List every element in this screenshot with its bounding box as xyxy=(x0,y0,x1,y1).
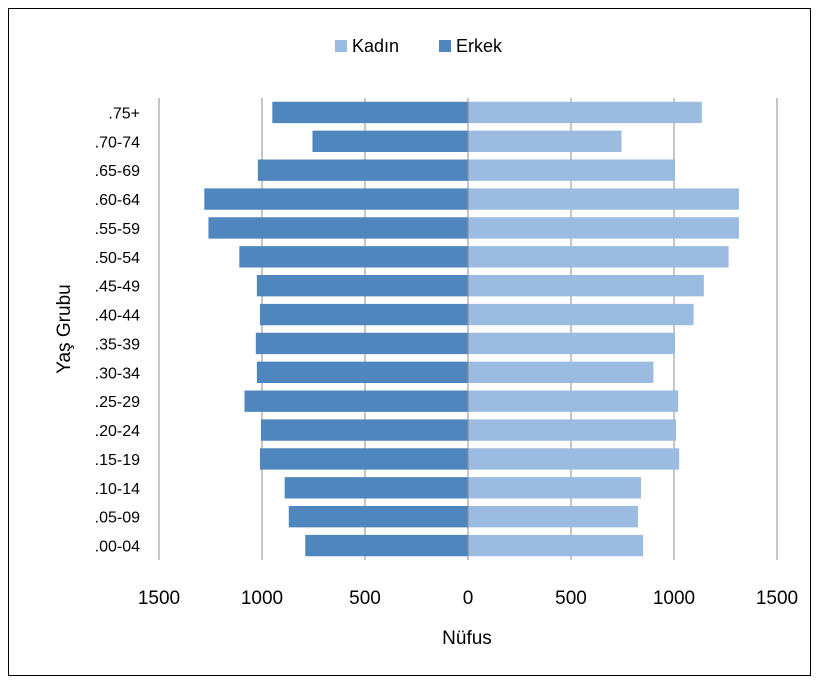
legend-swatch xyxy=(439,40,451,52)
y-tick-label: .60-64 xyxy=(95,192,140,209)
axes: .00-04 .05-09 .10-14 .15-19 .20-24 .25-29 .30-… xyxy=(95,98,798,609)
x-tick-label: 500 xyxy=(555,588,587,609)
y-tick-label: .70-74 xyxy=(95,134,140,151)
y-tick-label: .00-04 xyxy=(95,539,140,556)
y-tick-label: .45-49 xyxy=(95,279,140,296)
bar-erkek xyxy=(208,217,468,239)
x-tick-label: 1500 xyxy=(756,588,798,609)
bar-kad-n xyxy=(468,361,654,383)
bar-kad-n xyxy=(468,390,679,412)
legend: Kadın Erkek xyxy=(335,36,503,56)
bar-kad-n xyxy=(468,506,638,528)
bar-erkek xyxy=(255,332,468,355)
bar-erkek xyxy=(305,534,468,557)
y-tick-label: .65-69 xyxy=(95,163,140,180)
bar-kad-n xyxy=(468,217,739,239)
bar-erkek xyxy=(204,188,468,210)
y-tick-label: .50-54 xyxy=(95,250,140,267)
bar-erkek xyxy=(256,361,468,383)
bar-kad-n xyxy=(468,101,702,124)
legend-label: Kadın xyxy=(352,36,399,56)
bar-erkek xyxy=(260,419,468,441)
legend-label: Erkek xyxy=(456,36,503,56)
bar-kad-n xyxy=(468,188,739,210)
bar-kad-n xyxy=(468,159,676,181)
y-tick-label: .25-29 xyxy=(95,394,140,411)
bar-erkek xyxy=(288,506,468,528)
bar-kad-n xyxy=(468,448,680,470)
x-tick-label: 0 xyxy=(463,588,474,609)
bar-kad-n xyxy=(468,534,644,557)
y-axis-label: Yaş Grubu xyxy=(54,284,75,373)
y-tick-label: .05-09 xyxy=(95,510,140,527)
bar-kad-n xyxy=(468,477,642,499)
bar-kad-n xyxy=(468,275,704,297)
y-tick-label: .30-34 xyxy=(95,365,140,382)
bar-kad-n xyxy=(468,130,622,152)
bar-kad-n xyxy=(468,303,694,326)
y-tick-label: .10-14 xyxy=(95,481,140,498)
bar-erkek xyxy=(259,448,468,470)
x-tick-label: 1000 xyxy=(241,588,283,609)
y-tick-label: .20-24 xyxy=(95,423,140,440)
bar-erkek xyxy=(272,101,468,124)
y-tick-label: .15-19 xyxy=(95,452,140,469)
y-tick-label: .75+ xyxy=(108,105,140,122)
bar-erkek xyxy=(284,477,468,499)
x-tick-label: 1000 xyxy=(653,588,695,609)
bar-kad-n xyxy=(468,332,676,355)
bar-erkek xyxy=(259,303,468,326)
x-tick-label: 500 xyxy=(349,588,381,609)
x-tick-label: 1500 xyxy=(138,588,180,609)
bar-erkek xyxy=(239,246,468,268)
bar-erkek xyxy=(244,390,468,412)
legend-swatch xyxy=(335,40,347,52)
bar-erkek xyxy=(257,159,468,181)
y-tick-label: .55-59 xyxy=(95,221,140,238)
bars xyxy=(204,101,739,557)
bar-erkek xyxy=(256,275,468,297)
bar-kad-n xyxy=(468,246,729,268)
y-tick-label: .40-44 xyxy=(95,308,140,325)
bar-erkek xyxy=(312,130,468,152)
x-axis-label: Nüfus xyxy=(442,628,492,649)
y-tick-label: .35-39 xyxy=(95,336,140,353)
bar-kad-n xyxy=(468,419,677,441)
